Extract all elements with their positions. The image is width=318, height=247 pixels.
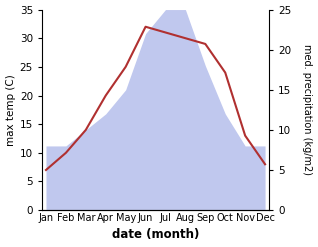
X-axis label: date (month): date (month) bbox=[112, 228, 199, 242]
Y-axis label: max temp (C): max temp (C) bbox=[5, 74, 16, 146]
Y-axis label: med. precipitation (kg/m2): med. precipitation (kg/m2) bbox=[302, 44, 313, 175]
